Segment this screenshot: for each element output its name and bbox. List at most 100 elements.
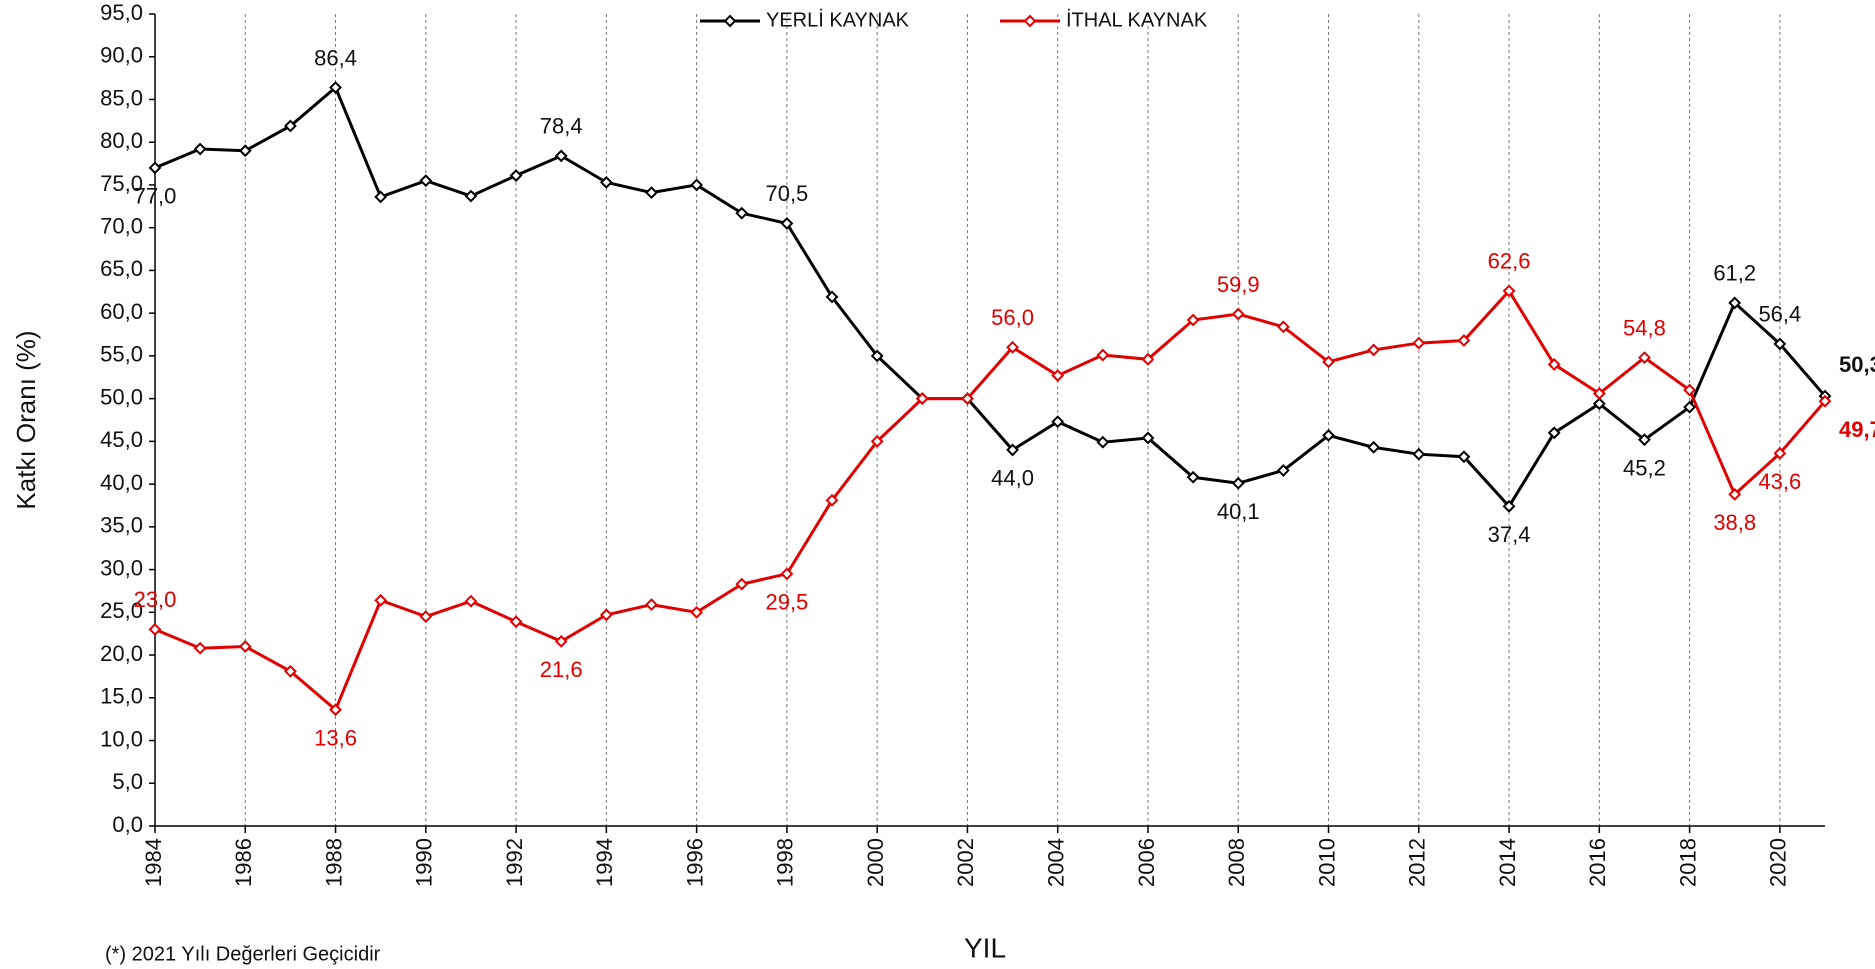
y-tick-label: 20,0 xyxy=(100,641,143,666)
point xyxy=(961,392,974,406)
x-tick-label: 2014 xyxy=(1495,838,1520,887)
point xyxy=(825,493,839,507)
y-tick-label: 50,0 xyxy=(100,384,143,409)
point xyxy=(1592,397,1606,411)
point xyxy=(690,605,704,619)
point xyxy=(645,598,658,612)
legend-marker xyxy=(1023,14,1037,28)
point xyxy=(1683,400,1697,414)
point xyxy=(1547,426,1561,440)
y-tick-label: 5,0 xyxy=(112,769,143,794)
point xyxy=(283,119,297,133)
y-tick-label: 45,0 xyxy=(100,427,143,452)
point xyxy=(1367,440,1381,454)
x-tick-label: 2010 xyxy=(1314,838,1339,887)
point xyxy=(735,577,749,591)
data-label: 86,4 xyxy=(314,45,357,70)
x-tick-label: 2002 xyxy=(953,838,978,887)
point xyxy=(329,81,342,94)
point xyxy=(1728,296,1742,310)
point xyxy=(509,615,523,629)
point xyxy=(1051,415,1065,429)
y-tick-label: 0,0 xyxy=(112,812,143,837)
legend-marker xyxy=(723,14,737,28)
y-tick-label: 55,0 xyxy=(100,342,143,367)
point xyxy=(1638,351,1651,365)
point xyxy=(238,640,252,653)
point xyxy=(1592,387,1606,400)
point xyxy=(1367,343,1381,357)
x-tick-label: 1990 xyxy=(412,838,437,887)
series-line xyxy=(154,288,1827,713)
point xyxy=(374,593,388,607)
point xyxy=(193,641,207,655)
point xyxy=(1141,431,1155,445)
point xyxy=(554,149,568,163)
y-tick-label: 70,0 xyxy=(100,213,143,238)
point xyxy=(1096,348,1110,362)
point xyxy=(1276,320,1290,334)
y-tick-label: 10,0 xyxy=(100,726,143,751)
x-tick-label: 1996 xyxy=(682,838,707,887)
y-tick-label: 30,0 xyxy=(100,555,143,580)
y-axis-title: Katkı Oranı (%) xyxy=(11,330,41,509)
y-tick-label: 40,0 xyxy=(100,470,143,495)
point xyxy=(599,175,613,189)
point xyxy=(419,610,433,624)
point xyxy=(374,190,388,204)
point xyxy=(735,206,749,220)
data-label: 13,6 xyxy=(314,726,357,751)
y-tick-label: 85,0 xyxy=(100,85,143,110)
point xyxy=(1773,337,1787,351)
x-tick-label: 1988 xyxy=(321,838,346,887)
point xyxy=(1051,369,1065,382)
data-label: 56,4 xyxy=(1758,302,1801,327)
point xyxy=(1322,355,1335,369)
data-label: 49,7 xyxy=(1839,417,1875,442)
x-tick-label: 1992 xyxy=(502,838,527,887)
x-tick-label: 2016 xyxy=(1585,838,1610,887)
point xyxy=(1096,435,1110,449)
data-label: 21,6 xyxy=(540,657,583,682)
data-label: 62,6 xyxy=(1488,249,1531,274)
point xyxy=(1006,443,1019,457)
point xyxy=(1818,394,1832,408)
point xyxy=(1547,358,1561,371)
point xyxy=(1457,450,1471,464)
point xyxy=(870,434,884,448)
y-tick-label: 90,0 xyxy=(100,43,143,68)
legend-label: İTHAL KAYNAK xyxy=(1066,8,1208,31)
point xyxy=(825,290,839,304)
data-label: 29,5 xyxy=(765,590,808,615)
data-label: 78,4 xyxy=(540,114,583,139)
point xyxy=(690,178,704,192)
point xyxy=(329,703,342,717)
x-axis-title: YIL xyxy=(964,932,1006,963)
y-tick-label: 95,0 xyxy=(100,0,143,25)
point xyxy=(464,594,478,608)
data-label: 44,0 xyxy=(991,466,1034,491)
y-tick-label: 35,0 xyxy=(100,513,143,538)
point xyxy=(1186,470,1200,484)
point xyxy=(148,622,162,636)
y-tick-label: 80,0 xyxy=(100,128,143,153)
point xyxy=(1276,464,1290,477)
data-label: 23,0 xyxy=(134,587,177,612)
point xyxy=(1773,446,1787,460)
point xyxy=(915,392,929,406)
x-tick-label: 1986 xyxy=(231,838,256,887)
y-tick-label: 15,0 xyxy=(100,684,143,709)
point xyxy=(1638,433,1651,447)
point xyxy=(645,186,658,200)
point xyxy=(1683,383,1697,397)
point xyxy=(1231,476,1245,490)
x-tick-label: 2020 xyxy=(1766,838,1791,887)
point xyxy=(238,144,252,158)
data-label: 45,2 xyxy=(1623,455,1666,480)
x-tick-label: 2000 xyxy=(863,838,888,887)
y-tick-label: 60,0 xyxy=(100,299,143,324)
point xyxy=(419,174,433,188)
point xyxy=(780,567,794,581)
point xyxy=(1502,499,1516,513)
